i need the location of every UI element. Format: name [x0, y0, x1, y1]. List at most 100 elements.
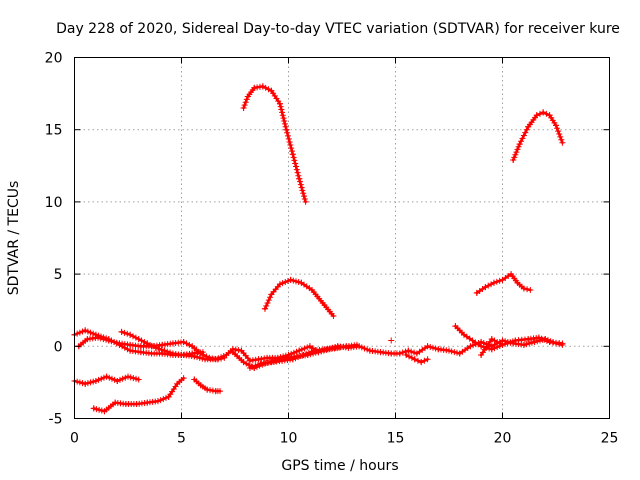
data-point [514, 279, 521, 286]
data-point [116, 340, 123, 347]
data-point [191, 376, 198, 383]
data-point [245, 362, 252, 369]
data-point [399, 349, 406, 356]
data-point [130, 375, 137, 382]
data-point [543, 110, 550, 117]
data-point [546, 338, 553, 345]
data-point [516, 141, 523, 148]
data-point [411, 349, 418, 356]
data-point [157, 397, 164, 404]
data-point [125, 373, 131, 380]
data-point [268, 359, 275, 366]
data-point [100, 374, 107, 381]
series-pass-15 [191, 376, 224, 395]
data-point [121, 329, 128, 336]
series-pass-12 [478, 334, 566, 358]
data-point [388, 350, 395, 357]
data-point [284, 132, 291, 139]
series-trace [263, 278, 335, 318]
data-point [138, 337, 145, 344]
data-point [133, 401, 140, 408]
data-point [84, 328, 91, 335]
data-point [512, 337, 519, 344]
data-point [531, 338, 538, 345]
data-point [282, 279, 289, 286]
data-point [319, 299, 326, 306]
data-point [169, 350, 176, 357]
y-tick-label: 10 [45, 195, 63, 211]
data-point [525, 336, 532, 343]
data-point [290, 154, 297, 161]
data-point [206, 354, 213, 361]
data-point [493, 278, 500, 285]
data-point [116, 376, 123, 383]
data-point [108, 338, 115, 345]
data-point [499, 341, 506, 348]
data-point [284, 129, 291, 136]
data-point [112, 399, 119, 406]
data-point [113, 339, 120, 346]
data-point [265, 297, 272, 304]
data-point [129, 333, 136, 340]
series-pass-13 [71, 373, 142, 387]
data-point [424, 356, 431, 363]
data-point [519, 135, 526, 142]
data-point [421, 357, 428, 364]
data-point [103, 373, 110, 380]
data-point [298, 346, 305, 353]
data-point [276, 100, 283, 107]
data-point [186, 341, 193, 348]
series-pass-06 [75, 334, 228, 363]
data-point [244, 93, 251, 100]
data-point [243, 360, 250, 367]
data-point [494, 344, 501, 351]
data-point [301, 345, 308, 352]
data-point [180, 375, 187, 382]
data-point [165, 393, 172, 400]
data-point [408, 354, 415, 361]
data-point [311, 347, 318, 354]
data-point [124, 330, 131, 337]
data-point [300, 351, 307, 358]
data-point [522, 129, 529, 136]
data-point [504, 340, 511, 347]
data-point [514, 146, 521, 153]
data-point [290, 349, 297, 356]
data-point [533, 112, 540, 119]
data-point [246, 357, 253, 364]
data-point [296, 347, 303, 354]
data-point [553, 122, 559, 129]
data-point [488, 281, 495, 288]
data-point [74, 330, 81, 337]
data-point [515, 143, 522, 150]
data-point [510, 157, 517, 164]
data-point [321, 346, 328, 353]
data-point [265, 86, 272, 93]
series-pass-11 [452, 323, 506, 353]
data-point [95, 334, 102, 341]
series-pass-09 [246, 341, 360, 371]
data-point [229, 349, 236, 356]
data-point [238, 347, 245, 354]
data-point [281, 120, 288, 127]
data-point [524, 286, 531, 293]
data-point [159, 341, 166, 348]
data-point [496, 277, 503, 284]
data-point [261, 305, 268, 312]
data-point [297, 178, 304, 185]
data-point [141, 338, 148, 345]
data-point [414, 357, 421, 364]
data-point [536, 110, 543, 117]
data-point [538, 335, 545, 342]
data-point [252, 362, 259, 369]
data-point [456, 350, 463, 357]
data-point [118, 328, 125, 335]
data-series [71, 83, 566, 415]
data-point [302, 198, 309, 205]
series-trace [242, 85, 307, 204]
data-point [160, 396, 167, 403]
data-point [285, 135, 292, 142]
data-point [287, 276, 294, 283]
data-point [111, 376, 118, 383]
data-point [257, 360, 264, 367]
